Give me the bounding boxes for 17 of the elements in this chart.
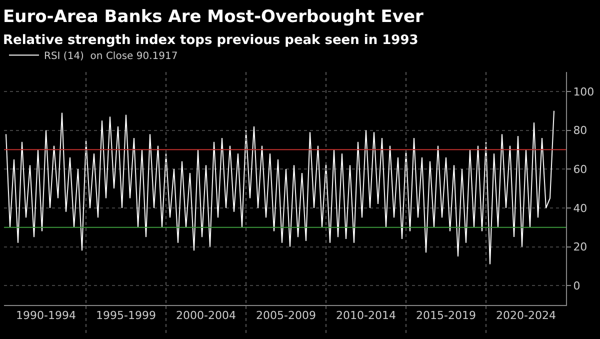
x-tick-label: 2020-2024 <box>496 309 556 322</box>
y-tick-label: 100 <box>573 85 594 98</box>
y-tick-label: 40 <box>573 202 588 215</box>
x-tick-label: 1990-1994 <box>16 309 76 322</box>
x-tick-label: 2005-2009 <box>256 309 316 322</box>
y-tick-label: 0 <box>573 279 580 292</box>
x-tick-label: 1995-1999 <box>96 309 156 322</box>
legend-label: RSI (14) on Close 90.1917 <box>44 51 178 62</box>
y-tick-label: 80 <box>573 124 588 138</box>
y-tick-label: 60 <box>573 162 588 176</box>
x-tick-label: 2010-2014 <box>336 309 396 322</box>
x-tick-label: 2000-2004 <box>176 309 236 322</box>
x-tick-label: 2015-2019 <box>416 309 476 322</box>
chart-subtitle: Relative strength index tops previous peak seen in 1993 <box>3 33 418 48</box>
line-series <box>6 110 554 265</box>
chart-title: Euro-Area Banks Are Most-Overbought Ever <box>3 7 424 28</box>
y-tick-label: 20 <box>573 240 588 254</box>
